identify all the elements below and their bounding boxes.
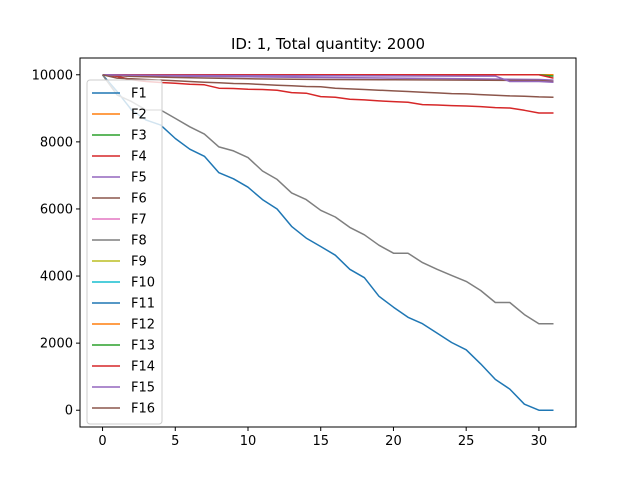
- series-line-f1: [101, 74, 554, 411]
- legend-label-f4: F4: [131, 150, 147, 165]
- axes-frame: [79, 57, 577, 428]
- legend-label-f13: F13: [131, 339, 155, 354]
- series-line-f16: [102, 74, 554, 98]
- legend-label-f1: F1: [131, 87, 147, 102]
- x-tick-label: 30: [531, 434, 548, 449]
- y-tick-label: 6000: [40, 202, 73, 217]
- y-tick-label: 0: [65, 404, 73, 419]
- series-line-f6: [102, 74, 554, 83]
- legend-label-f6: F6: [131, 192, 147, 207]
- series-line-f15: [102, 74, 554, 83]
- legend-label-f14: F14: [131, 360, 155, 375]
- x-tick-label: 0: [98, 434, 106, 449]
- legend-label-f15: F15: [131, 381, 155, 396]
- series-line-f14: [102, 74, 554, 79]
- legend-label-f9: F9: [131, 255, 147, 270]
- x-axis: 0 5 10 15 20 25 30: [98, 427, 547, 449]
- y-tick-label: 10000: [32, 68, 73, 83]
- legend-label-f8: F8: [131, 234, 147, 249]
- legend-label-f5: F5: [131, 171, 147, 186]
- x-tick-label: 5: [171, 434, 179, 449]
- legend-label-f7: F7: [131, 213, 147, 228]
- plot-lines: [101, 74, 554, 411]
- legend-label-f10: F10: [131, 276, 155, 291]
- y-tick-label: 4000: [40, 270, 73, 285]
- x-tick-label: 25: [458, 434, 475, 449]
- legend-label-f12: F12: [131, 318, 155, 333]
- legend-label-f11: F11: [131, 297, 155, 312]
- x-tick-label: 10: [240, 434, 257, 449]
- y-tick-label: 2000: [40, 337, 73, 352]
- legend-label-f3: F3: [131, 129, 147, 144]
- y-axis: 0 2000 4000 6000 8000 10000: [32, 68, 80, 419]
- x-tick-label: 15: [312, 434, 329, 449]
- legend-label-f16: F16: [131, 402, 155, 417]
- legend-label-f2: F2: [131, 108, 147, 123]
- series-line-f4: [102, 74, 554, 114]
- x-tick-label: 20: [385, 434, 402, 449]
- y-tick-label: 8000: [40, 135, 73, 150]
- legend: F1 F2 F3 F4 F5 F6 F7 F8 F9 F10 F11 F12 F13 F14 F15 F16: [86, 79, 163, 425]
- chart-title: ID: 1, Total quantity: 2000: [231, 35, 425, 53]
- legend-box: [86, 79, 163, 425]
- series-line-f8: [101, 74, 554, 325]
